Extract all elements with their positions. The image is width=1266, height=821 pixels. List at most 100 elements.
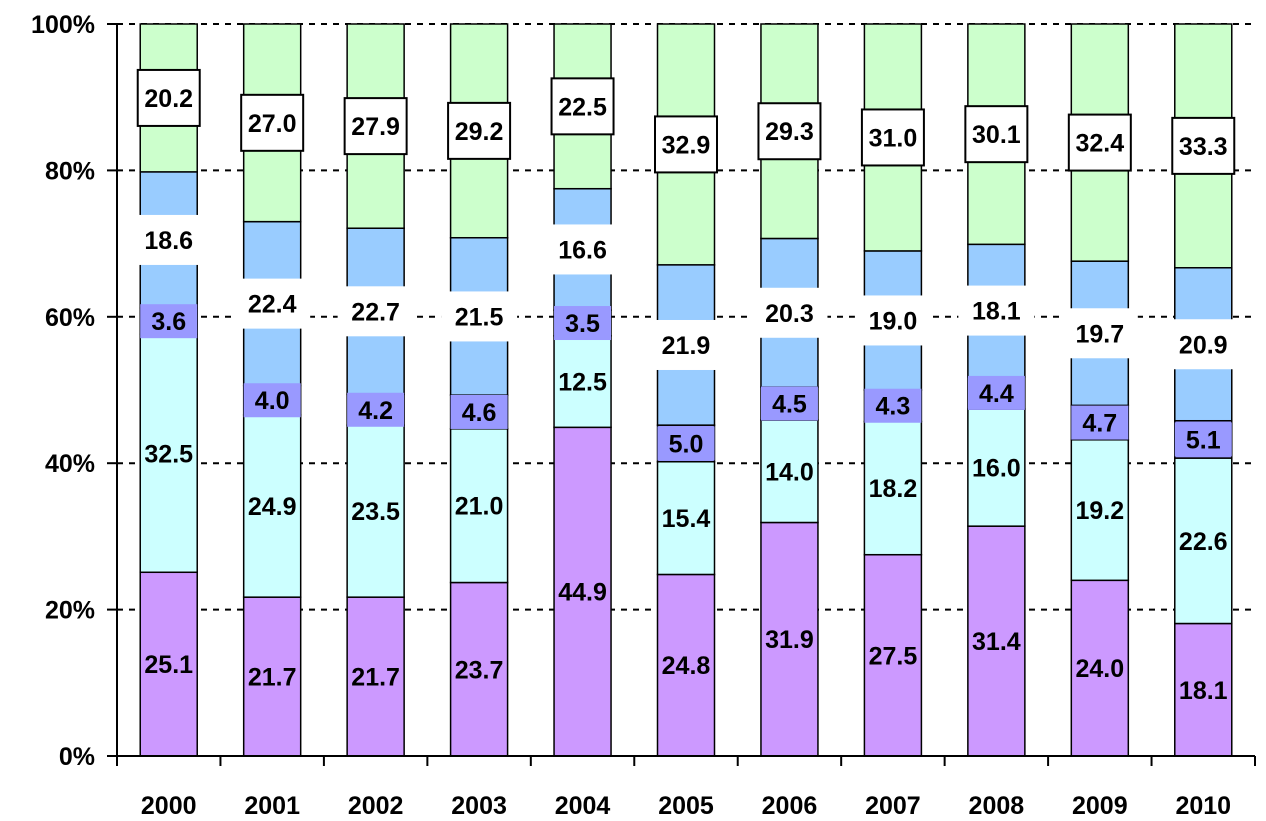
data-label-box [240, 93, 305, 152]
data-label: 27.0 [248, 110, 297, 138]
data-label: 31.0 [869, 124, 918, 152]
x-tick-label: 2000 [141, 792, 197, 820]
data-label-group: 5.0 [657, 426, 715, 461]
data-label-bg [140, 304, 198, 339]
data-label: 22.6 [1179, 528, 1228, 556]
data-label: 24.8 [662, 652, 711, 680]
data-label-group: 31.0 [860, 108, 925, 167]
bar-segment [449, 428, 509, 584]
data-label-group: 44.9 [558, 579, 607, 607]
data-label-box [964, 105, 1029, 164]
data-label-bg [864, 388, 922, 423]
data-label-group: 24.9 [248, 493, 297, 521]
data-label-group: 21.7 [351, 664, 400, 692]
data-label-bg [441, 291, 518, 342]
data-label-group: 20.9 [1165, 319, 1242, 370]
bar-segment [139, 333, 198, 574]
data-label-bg [337, 286, 414, 337]
bar-segment [656, 460, 716, 576]
bar-segment [553, 426, 612, 757]
data-label-group: 25.1 [144, 651, 193, 679]
data-label-group: 12.5 [558, 369, 607, 397]
x-tick-label: 2007 [865, 792, 921, 820]
data-label: 18.2 [869, 475, 918, 503]
data-label-group: 20.3 [751, 287, 828, 338]
data-label: 18.1 [1179, 677, 1228, 705]
bar-segment [139, 571, 198, 757]
data-label-box [136, 68, 201, 127]
x-tick-label: 2009 [1072, 792, 1128, 820]
bar-segment [760, 521, 819, 757]
bar-segment [1070, 439, 1130, 582]
y-tick-label: 40% [45, 450, 95, 478]
data-label-box [550, 77, 615, 136]
data-label: 16.0 [972, 455, 1021, 483]
data-label-group: 21.9 [648, 319, 724, 370]
data-label: 4.2 [358, 397, 393, 425]
bar-segment [242, 414, 302, 598]
data-label-group: 23.5 [351, 498, 400, 526]
data-label: 15.4 [662, 505, 711, 533]
data-label-group: 27.5 [869, 642, 918, 670]
data-label-bg [751, 287, 828, 338]
data-label: 21.5 [455, 303, 504, 331]
data-label-bg [554, 306, 612, 341]
data-label-group: 32.9 [654, 115, 718, 174]
x-tick-label: 2005 [658, 792, 714, 820]
data-label-bg [544, 224, 621, 275]
data-label: 21.9 [662, 332, 711, 360]
data-label-group: 18.1 [958, 285, 1035, 336]
data-label-group: 19.7 [1061, 308, 1138, 359]
data-label-group: 15.4 [662, 505, 711, 533]
data-label: 14.0 [765, 458, 814, 486]
data-label: 4.3 [876, 393, 911, 421]
data-label-box [860, 108, 925, 167]
data-label-bg [234, 278, 311, 329]
data-label: 32.5 [144, 440, 193, 468]
data-label-bg [648, 319, 724, 370]
data-label: 27.5 [869, 642, 918, 670]
data-label-box [654, 115, 718, 174]
data-label: 4.4 [979, 380, 1014, 408]
data-label-box [1171, 116, 1236, 175]
data-label: 5.0 [669, 430, 704, 458]
data-labels: 25.1 32.5 3.6 18.6 20.2 21.7 24.9 4.0 22.4 27.0 21… [130, 68, 1242, 705]
data-label-box [757, 102, 822, 161]
data-label-bg [347, 392, 405, 427]
y-tick-label: 80% [45, 157, 95, 185]
data-label-group: 3.6 [140, 304, 198, 339]
data-label: 22.5 [558, 93, 607, 121]
data-label: 4.7 [1082, 410, 1117, 438]
data-label: 19.7 [1075, 320, 1124, 348]
data-label-group: 21.7 [248, 664, 297, 692]
data-label-group: 20.2 [136, 68, 201, 127]
data-label-group: 23.7 [455, 656, 504, 684]
data-label-group: 3.5 [554, 306, 612, 341]
bar-segment [656, 573, 716, 757]
axes: 0% 20% 40% 60% 80% 100% 2000 2001 2002 2003 2004 20… [31, 11, 1256, 820]
x-tick-label: 2010 [1175, 792, 1231, 820]
data-label: 18.1 [972, 298, 1021, 326]
data-label: 29.3 [765, 118, 814, 146]
data-label-bg [1061, 308, 1138, 359]
data-label-group: 16.6 [544, 224, 621, 275]
data-label-group: 16.0 [972, 455, 1021, 483]
y-tick-label: 60% [45, 304, 95, 332]
data-label: 4.0 [255, 387, 290, 415]
data-label: 29.2 [455, 118, 504, 146]
y-tick-label: 20% [45, 597, 95, 625]
data-label-bg [1165, 319, 1242, 370]
data-label: 22.4 [248, 291, 297, 319]
data-label: 44.9 [558, 579, 607, 607]
data-label: 19.2 [1075, 497, 1124, 525]
data-label-bg [967, 375, 1025, 410]
data-label: 18.6 [144, 227, 193, 255]
data-label-group: 24.8 [662, 652, 711, 680]
data-label-bg [450, 394, 508, 429]
bar-segment [346, 424, 405, 598]
data-label-group: 4.7 [1071, 405, 1129, 440]
data-label-bg [958, 285, 1035, 336]
data-label: 3.5 [565, 310, 600, 338]
x-tick-label: 2006 [762, 792, 818, 820]
